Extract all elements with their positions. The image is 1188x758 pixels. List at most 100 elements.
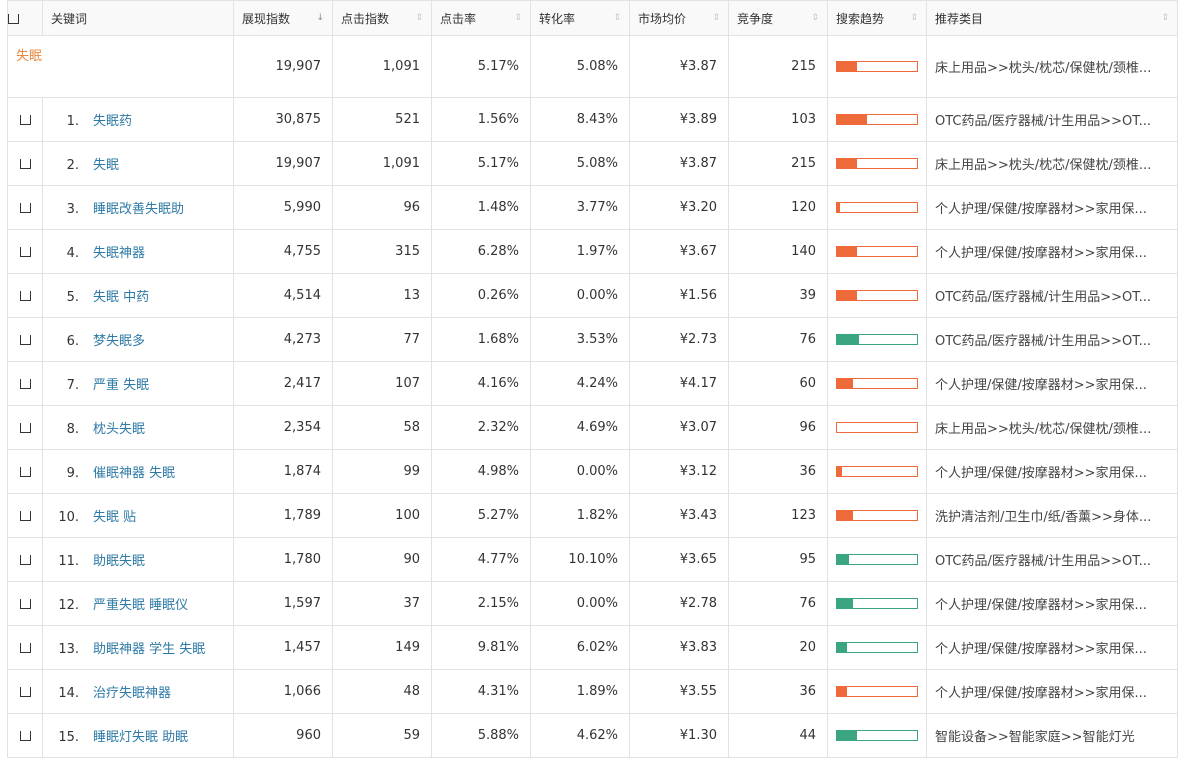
trend-cell: [827, 229, 927, 274]
sort-desc-icon[interactable]: ↓: [316, 13, 324, 23]
keyword-link[interactable]: 催眠神器 失眠: [93, 466, 176, 481]
cvr-cell: 5.08%: [530, 141, 630, 186]
cvr-cell: 8.43%: [530, 97, 630, 142]
row-checkbox[interactable]: [19, 334, 31, 345]
price-cell: ¥3.55: [629, 669, 729, 714]
header-category[interactable]: 推荐类目 ⇕: [926, 0, 1178, 36]
row-checkbox-cell: [7, 185, 43, 230]
keyword-link[interactable]: 失眠 中药: [93, 290, 150, 305]
row-checkbox-cell: [7, 669, 43, 714]
impressions-cell: 1,066: [233, 669, 333, 714]
table-row: 11. 助眠失眠 1,780 90 4.77% 10.10% ¥3.65 95 O…: [7, 537, 1178, 582]
category-cell: 个人护理/保健/按摩器材>>家用保...: [926, 361, 1178, 406]
row-checkbox[interactable]: [19, 378, 31, 389]
price-cell: ¥3.89: [629, 97, 729, 142]
keyword-link[interactable]: 治疗失眠神器: [93, 686, 172, 701]
clicks-cell: 77: [332, 317, 432, 362]
impressions-cell: 5,990: [233, 185, 333, 230]
sort-icon[interactable]: ⇕: [613, 13, 621, 23]
keyword-link[interactable]: 睡眠改善失眠助: [93, 202, 185, 217]
row-checkbox-cell: [7, 493, 43, 538]
trend-cell: [827, 317, 927, 362]
header-clicks[interactable]: 点击指数 ⇕: [332, 0, 432, 36]
sort-icon[interactable]: ⇕: [811, 13, 819, 23]
row-checkbox-cell: [7, 625, 43, 670]
row-checkbox[interactable]: [19, 246, 31, 257]
row-checkbox[interactable]: [19, 510, 31, 521]
category-cell: 个人护理/保健/按摩器材>>家用保...: [926, 229, 1178, 274]
cvr-cell: 10.10%: [530, 537, 630, 582]
impressions-cell: 1,597: [233, 581, 333, 626]
row-checkbox-cell: [7, 273, 43, 318]
trend-cell: [827, 625, 927, 670]
sort-icon[interactable]: ⇕: [1161, 13, 1169, 23]
keyword-link[interactable]: 严重失眠 睡眠仪: [93, 598, 189, 613]
price-cell: ¥4.17: [629, 361, 729, 406]
trend-bar: [836, 290, 918, 301]
competition-cell: 76: [728, 317, 828, 362]
keyword-link[interactable]: 助眠神器 学生 失眠: [93, 642, 206, 657]
impressions-cell: 4,514: [233, 273, 333, 318]
trend-cell: [827, 97, 927, 142]
table-body: 失眠 19,907 1,091 5.17% 5.08% ¥3.87 215 床上…: [7, 35, 1178, 758]
impressions-cell: 960: [233, 713, 333, 758]
keyword-link[interactable]: 梦失眠多: [93, 334, 146, 349]
keyword-link[interactable]: 失眠: [93, 158, 120, 173]
row-checkbox[interactable]: [19, 730, 31, 741]
keyword-table: 关键词 展现指数 ↓ 点击指数 ⇕ 点击率 ⇕ 转化率 ⇕ 市场均价 ⇕ 竞争度 ⇕ 搜索趋…: [7, 0, 1178, 758]
row-checkbox[interactable]: [19, 202, 31, 213]
sort-icon[interactable]: ⇕: [514, 13, 522, 23]
category-cell: 床上用品>>枕头/枕芯/保健枕/颈椎...: [926, 405, 1178, 450]
trend-bar: [836, 158, 918, 169]
row-checkbox[interactable]: [19, 686, 31, 697]
header-trend[interactable]: 搜索趋势 ⇕: [827, 0, 927, 36]
keyword-link[interactable]: 枕头失眠: [93, 422, 146, 437]
competition-cell: 20: [728, 625, 828, 670]
impressions-cell: 1,874: [233, 449, 333, 494]
header-cvr[interactable]: 转化率 ⇕: [530, 0, 630, 36]
row-checkbox[interactable]: [19, 642, 31, 653]
competition-cell: 36: [728, 669, 828, 714]
select-all-checkbox[interactable]: [8, 13, 19, 24]
header-impressions[interactable]: 展现指数 ↓: [233, 0, 333, 36]
header-competition[interactable]: 竞争度 ⇕: [728, 0, 828, 36]
keyword-cell: 3. 睡眠改善失眠助: [42, 185, 234, 230]
sort-icon[interactable]: ⇕: [415, 13, 423, 23]
row-checkbox[interactable]: [19, 554, 31, 565]
cvr-cell: 0.00%: [530, 273, 630, 318]
keyword-link[interactable]: 失眠 贴: [93, 510, 137, 525]
keyword-link[interactable]: 严重 失眠: [93, 378, 150, 393]
sort-icon[interactable]: ⇕: [910, 13, 918, 23]
header-price[interactable]: 市场均价 ⇕: [629, 0, 729, 36]
row-checkbox[interactable]: [19, 422, 31, 433]
price-cell: ¥3.65: [629, 537, 729, 582]
sort-icon[interactable]: ⇕: [712, 13, 720, 23]
impressions-cell: 1,789: [233, 493, 333, 538]
row-checkbox-cell: [7, 229, 43, 274]
table-row: 4. 失眠神器 4,755 315 6.28% 1.97% ¥3.67 140 个…: [7, 229, 1178, 274]
summary-row: 失眠 19,907 1,091 5.17% 5.08% ¥3.87 215 床上…: [7, 35, 1178, 98]
clicks-cell: 149: [332, 625, 432, 670]
clicks-cell: 1,091: [332, 141, 432, 186]
row-checkbox[interactable]: [19, 466, 31, 477]
table-row: 1. 失眠药 30,875 521 1.56% 8.43% ¥3.89 103 O…: [7, 97, 1178, 142]
row-checkbox[interactable]: [19, 598, 31, 609]
competition-cell: 120: [728, 185, 828, 230]
clicks-cell: 96: [332, 185, 432, 230]
row-index: 1.: [66, 114, 79, 129]
trend-bar: [836, 598, 918, 609]
keyword-cell: 1. 失眠药: [42, 97, 234, 142]
cvr-cell: 1.89%: [530, 669, 630, 714]
keyword-link[interactable]: 助眠失眠: [93, 554, 146, 569]
cvr-cell: 0.00%: [530, 449, 630, 494]
keyword-link[interactable]: 失眠神器: [93, 246, 146, 261]
row-checkbox[interactable]: [19, 290, 31, 301]
header-ctr[interactable]: 点击率 ⇕: [431, 0, 531, 36]
row-checkbox[interactable]: [19, 114, 31, 125]
keyword-link[interactable]: 睡眠灯失眠 助眠: [93, 730, 189, 745]
header-competition-label: 竞争度: [737, 11, 774, 26]
summary-price: ¥3.87: [629, 35, 729, 98]
row-checkbox[interactable]: [19, 158, 31, 169]
keyword-link[interactable]: 失眠药: [93, 114, 133, 129]
price-cell: ¥1.56: [629, 273, 729, 318]
